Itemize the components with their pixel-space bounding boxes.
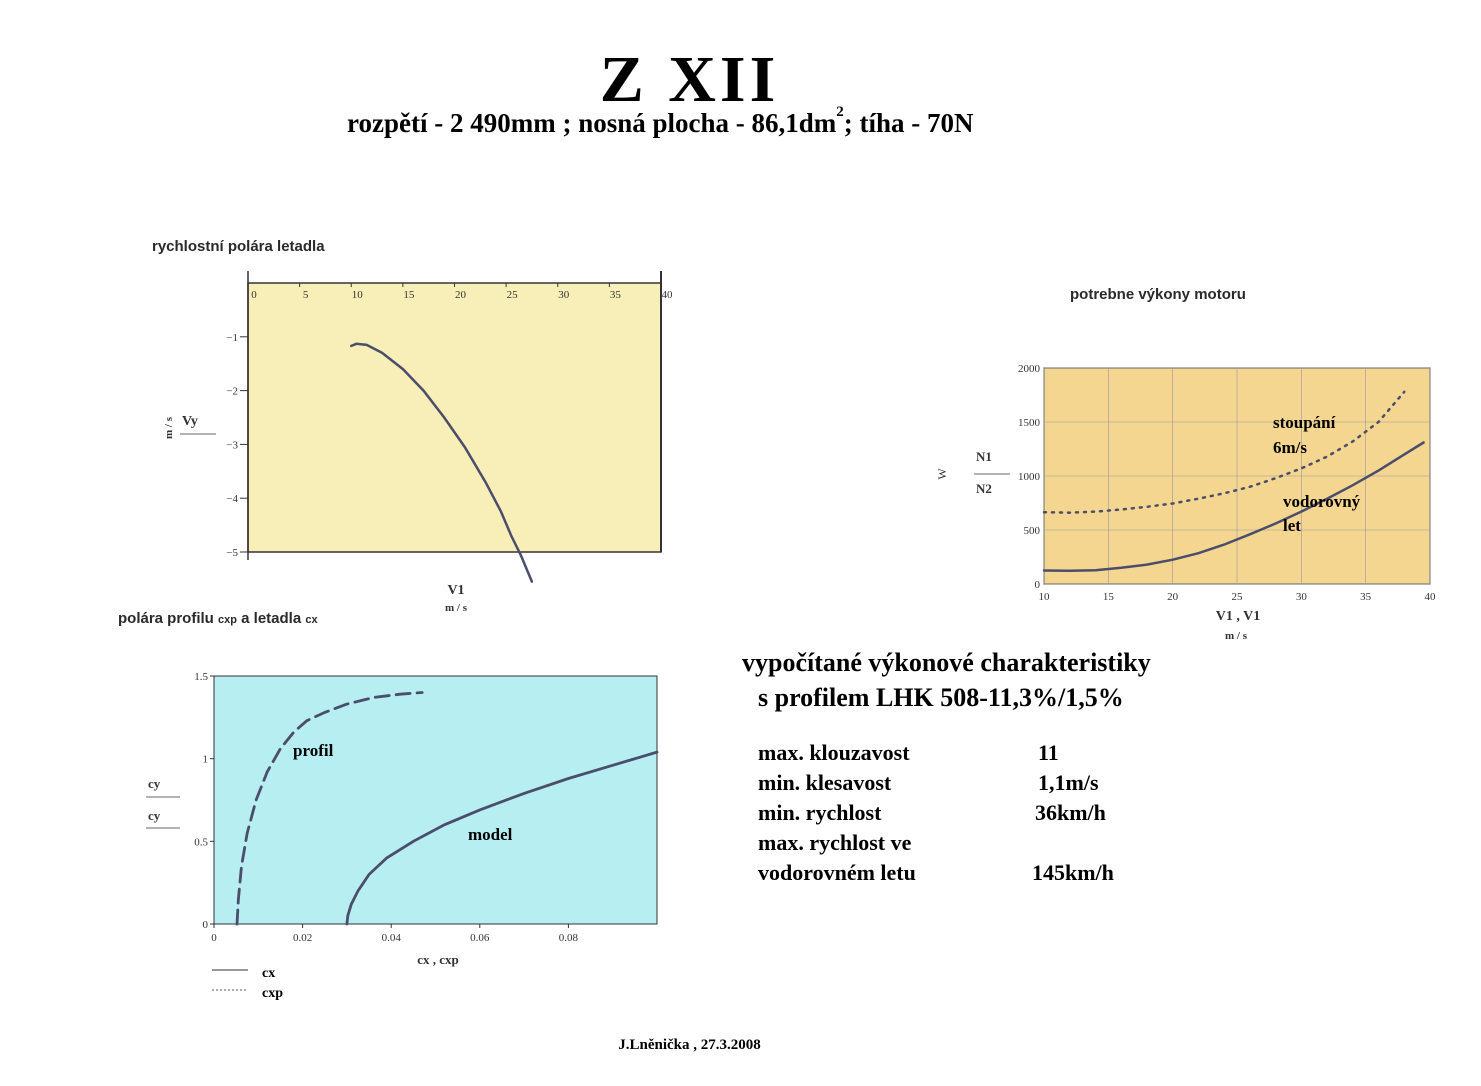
subtitle-end: ; tíha - 70N xyxy=(843,108,974,138)
chart1-x-tick-label: 20 xyxy=(455,289,467,301)
chart3-legend-label: cx xyxy=(262,966,275,981)
chart3-y-tick-label: 1.5 xyxy=(194,671,208,683)
chart1-title: rychlostní polára letadla xyxy=(152,238,325,255)
chart3-x-tick-label: 0.04 xyxy=(382,932,402,944)
chart2-y-label-num: N1 xyxy=(976,449,992,464)
chart3-y-tick-label: 1 xyxy=(203,754,209,766)
chart2-x-tick-label: 30 xyxy=(1296,591,1308,603)
chart2-x-tick-label: 25 xyxy=(1232,591,1244,603)
chart3-x-tick-label: 0 xyxy=(211,932,217,944)
chart3-y-tick-label: 0.5 xyxy=(194,836,208,848)
chart3-plot-area xyxy=(213,675,658,925)
chart3-x-tick-label: 0.02 xyxy=(293,932,312,944)
spec-value: 1,1m/s xyxy=(1038,770,1099,795)
footer-author: J.Lněnička , 27.3.2008 xyxy=(618,1037,761,1053)
chart2-annotation: stoupání xyxy=(1273,413,1336,432)
chart1-y-tick-label: −2 xyxy=(226,386,238,398)
chart1-y-tick-label: −4 xyxy=(226,493,238,505)
chart2-y-tick-label: 1500 xyxy=(1018,417,1041,429)
chart1-x-tick-label: 10 xyxy=(352,289,364,301)
chart3-series-model xyxy=(345,750,659,926)
chart3-annotation: model xyxy=(468,825,513,844)
spec-value: 145km/h xyxy=(1032,860,1114,885)
chart2-title: potrebne výkony motoru xyxy=(1070,286,1246,303)
summary-heading-line2: s profilem LHK 508-11,3%/1,5% xyxy=(758,683,1124,712)
chart2-annotation: 6m/s xyxy=(1273,438,1307,457)
chart2-y-tick-label: 500 xyxy=(1024,525,1041,537)
chart3-annotation: profil xyxy=(293,741,334,760)
spec-label: max. rychlost ve xyxy=(758,830,912,855)
spec-label: min. klesavost xyxy=(758,770,892,795)
chart3-series-profil xyxy=(235,691,424,926)
chart1-x-tick-label: 40 xyxy=(662,289,674,301)
chart1-y-unit: m / s xyxy=(163,416,175,439)
chart1-y-tick-label: −5 xyxy=(226,547,238,559)
page-title: Z XII xyxy=(599,43,780,116)
chart1-y-tick-label: −3 xyxy=(226,439,238,451)
chart1-y-tick-label: −1 xyxy=(226,332,238,344)
chart1-series-line xyxy=(350,342,534,583)
chart3-legend-label: cxp xyxy=(262,986,283,1001)
chart1-x-tick-label: 35 xyxy=(610,289,622,301)
chart1-x-tick-label: 15 xyxy=(403,289,415,301)
chart2-y-tick-label: 0 xyxy=(1035,579,1041,591)
spec-label: max. klouzavost xyxy=(758,740,910,765)
chart1-x-label: V1 xyxy=(447,583,464,598)
chart2-x-unit: m / s xyxy=(1225,630,1248,642)
chart2-y-label: W xyxy=(935,468,949,480)
chart3-y-label-num: cy xyxy=(148,776,161,791)
chart1-x-tick-label: 30 xyxy=(558,289,570,301)
chart2-x-label: V1 , V1 xyxy=(1216,609,1260,624)
chart2-x-tick-label: 35 xyxy=(1360,591,1372,603)
chart2-series-level xyxy=(1042,441,1425,573)
chart3-title: polára profilu cxp a letadla cx xyxy=(118,610,318,627)
chart3-title-main: polára profilu xyxy=(118,610,214,627)
chart3-x-label: cx , cxp xyxy=(417,952,459,967)
subtitle-main: rozpětí - 2 490mm ; nosná plocha - 86,1d… xyxy=(347,108,837,138)
chart1-x-tick-label: 25 xyxy=(507,289,519,301)
chart2-x-tick-label: 10 xyxy=(1039,591,1051,603)
spec-label: vodorovném letu xyxy=(758,860,916,885)
chart2-annotation: let xyxy=(1283,516,1301,535)
chart1-y-label: Vy xyxy=(182,414,198,429)
chart3-y-tick-label: 0 xyxy=(203,919,209,931)
chart3-title-mid: a letadla xyxy=(241,610,302,627)
chart1-plot-area xyxy=(247,282,662,553)
summary-heading-line1: vypočítané výkonové charakteristiky xyxy=(742,648,1151,677)
spec-label: min. rychlost xyxy=(758,800,882,825)
chart3-x-tick-label: 0.08 xyxy=(559,932,579,944)
chart1-x-tick-label: 5 xyxy=(303,289,309,301)
spec-value: 11 xyxy=(1038,740,1059,765)
chart2-x-tick-label: 15 xyxy=(1103,591,1115,603)
chart1-x-unit: m / s xyxy=(445,602,468,614)
chart3-x-tick-label: 0.06 xyxy=(470,932,490,944)
page-subtitle: rozpětí - 2 490mm ; nosná plocha - 86,1d… xyxy=(347,104,974,139)
chart3-title-sub1: cxp xyxy=(218,614,237,626)
chart2-y-tick-label: 2000 xyxy=(1018,363,1041,375)
chart2-y-tick-label: 1000 xyxy=(1018,471,1041,483)
chart2-series-climb xyxy=(1042,390,1406,514)
chart2-x-tick-label: 40 xyxy=(1425,591,1437,603)
chart2-y-label-den: N2 xyxy=(976,481,992,496)
spec-value: 36km/h xyxy=(1035,800,1106,825)
chart1-x-tick-label: 0 xyxy=(251,289,257,301)
chart2-x-tick-label: 20 xyxy=(1167,591,1179,603)
chart3-y-label-den: cy xyxy=(148,808,161,823)
chart2-annotation: vodorovný xyxy=(1283,492,1361,511)
subtitle-superscript: 2 xyxy=(836,104,844,120)
chart3-title-sub2: cx xyxy=(305,614,318,626)
